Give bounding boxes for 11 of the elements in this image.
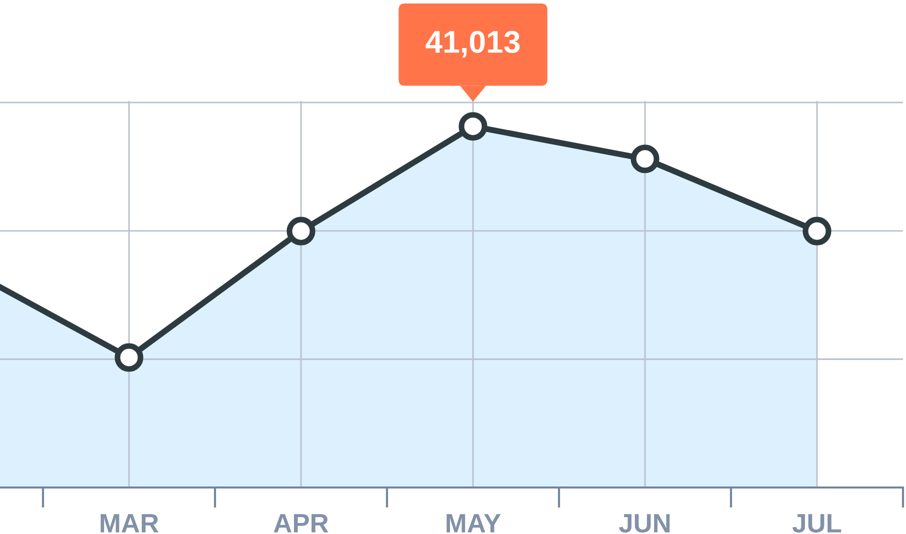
point [286,216,316,246]
x-tick-label: JUL [792,514,842,533]
point [114,343,144,372]
point [458,112,488,141]
annotation: 41,013 [426,30,520,58]
point [630,144,660,174]
point [802,216,832,246]
x-tick-label: MAY [446,514,501,532]
x-tick-label: JUN [619,514,670,533]
x-tick-label: MAR [100,514,159,532]
x-tick-label: APR [274,514,328,532]
